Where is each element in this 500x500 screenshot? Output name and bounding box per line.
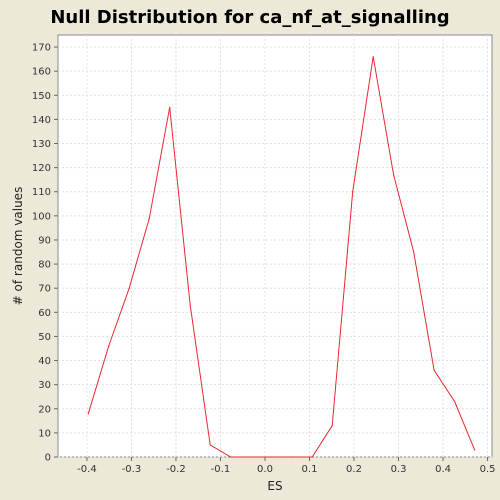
y-tick-label: 160 xyxy=(32,67,51,78)
x-tick-label: 0.0 xyxy=(257,464,273,475)
y-tick-label: 0 xyxy=(45,453,51,464)
x-tick-label: -0.4 xyxy=(77,464,97,475)
data-point xyxy=(311,456,313,458)
y-tick-label: 170 xyxy=(32,43,51,54)
y-tick-label: 40 xyxy=(38,356,51,367)
y-tick-label: 90 xyxy=(38,235,51,246)
chart-title: Null Distribution for ca_nf_at_signallin… xyxy=(50,7,449,28)
x-tick-label: -0.2 xyxy=(166,464,186,475)
data-point xyxy=(87,412,89,415)
x-tick-label: 0.1 xyxy=(302,464,318,475)
data-point xyxy=(128,287,130,289)
x-tick-label: 0.5 xyxy=(480,464,496,475)
x-tick-label: 0.2 xyxy=(346,464,362,475)
data-point xyxy=(230,456,232,458)
x-tick-label: 0.4 xyxy=(435,464,451,475)
y-tick-label: 10 xyxy=(38,428,51,439)
data-point xyxy=(108,345,110,347)
x-tick-label: -0.1 xyxy=(211,464,231,475)
data-point xyxy=(331,425,333,427)
y-tick-label: 60 xyxy=(38,308,51,319)
data-point xyxy=(433,369,435,371)
y-tick-label: 20 xyxy=(38,404,51,415)
data-point xyxy=(454,400,456,403)
data-point xyxy=(413,251,415,253)
series-layer xyxy=(87,56,476,458)
axes: -0.4 -0.3 -0.2 -0.1 0.0 0.1 0.2 0.3 0.4 0.5 0 10 20 3… xyxy=(32,43,496,475)
data-point xyxy=(169,106,171,108)
grid xyxy=(58,35,492,458)
x-axis-label: ES xyxy=(267,479,282,493)
y-tick-label: 140 xyxy=(32,115,51,126)
y-tick-label: 150 xyxy=(32,91,51,102)
data-point xyxy=(291,456,293,458)
data-point xyxy=(372,56,374,58)
x-tick-label: 0.3 xyxy=(391,464,407,475)
data-point xyxy=(209,444,211,446)
data-point xyxy=(148,217,150,219)
series-line xyxy=(87,56,476,458)
data-point xyxy=(270,456,272,458)
data-point xyxy=(189,304,191,306)
y-tick-label: 80 xyxy=(38,260,51,271)
x-tick-label: -0.3 xyxy=(122,464,142,475)
data-point xyxy=(352,191,354,193)
data-point xyxy=(474,449,476,451)
data-point xyxy=(393,174,395,176)
y-tick-label: 30 xyxy=(38,380,51,391)
plot-area xyxy=(57,34,493,458)
y-tick-label: 120 xyxy=(32,163,51,174)
y-tick-label: 100 xyxy=(32,211,51,222)
data-point xyxy=(250,456,252,458)
y-tick-label: 50 xyxy=(38,332,51,343)
y-axis-label: # of random values xyxy=(11,187,25,306)
y-tick-label: 70 xyxy=(38,284,51,295)
y-tick-label: 110 xyxy=(32,187,51,198)
y-tick-label: 130 xyxy=(32,139,51,150)
